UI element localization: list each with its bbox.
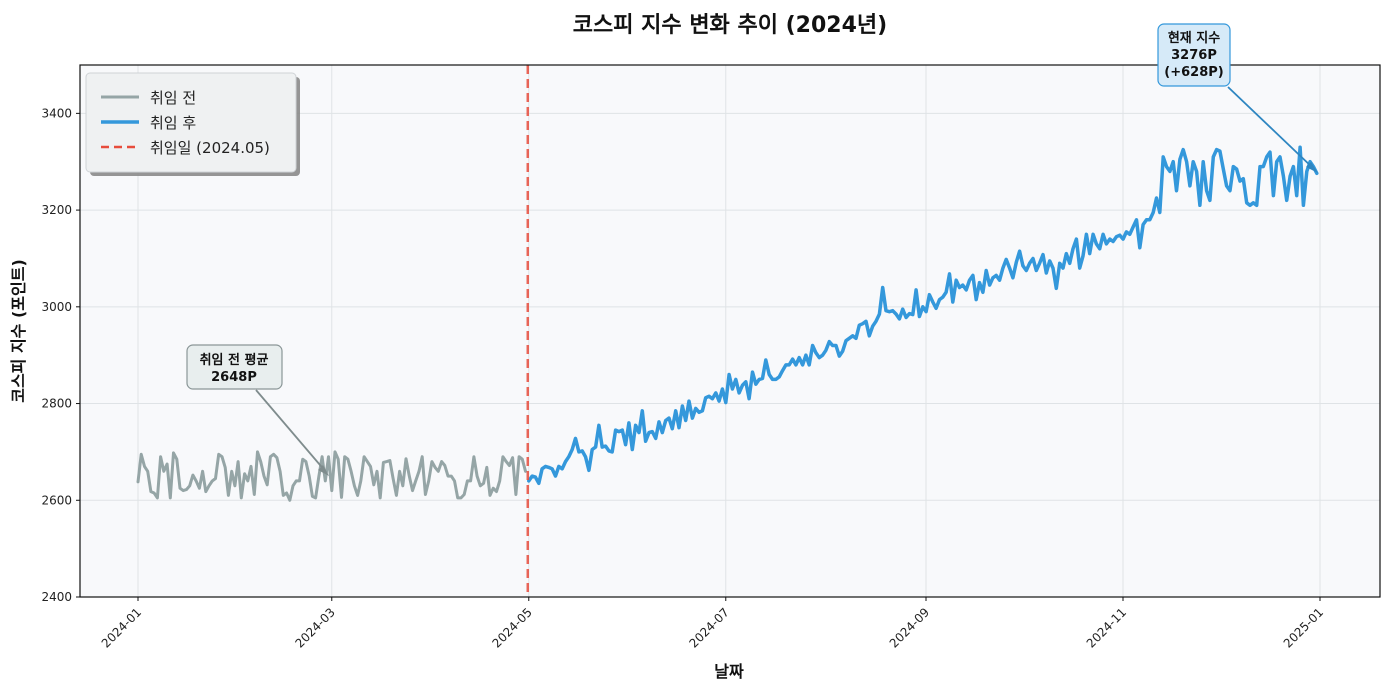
- x-axis-ticks: 2024-01 2024-03 2024-05 2024-07 2024-09 2024-…: [99, 597, 1326, 651]
- annotation-current-index: 현재 지수 3276P (+628P): [1157, 23, 1318, 173]
- x-axis-label: 날짜: [714, 662, 744, 681]
- annotation-box: [1157, 23, 1231, 87]
- y-tick-label: 2800: [41, 397, 72, 411]
- x-tick-label: 2025-01: [1281, 605, 1326, 650]
- arrow-icon: [1227, 86, 1315, 170]
- annotation-pre-average: 취임 전 평균 2648P: [186, 344, 329, 476]
- x-tick-label: 2024-03: [293, 605, 338, 650]
- y-tick-label: 3200: [41, 203, 72, 217]
- annotation-box: [186, 344, 283, 390]
- legend-label-post: 취임 후: [150, 114, 196, 132]
- annotation-title: 취임 전 평균: [200, 352, 269, 368]
- legend-label-vline: 취임일 (2024.05): [150, 139, 270, 157]
- series-line-post: [527, 145, 1319, 486]
- annotation-value: 3276P: [1171, 48, 1217, 63]
- y-axis-ticks: 2400 2600 2800 3000 3200 3400: [41, 106, 80, 604]
- y-tick-label: 2400: [41, 590, 72, 604]
- x-tick-label: 2024-09: [887, 605, 932, 650]
- arrowhead-icon: [1306, 162, 1318, 173]
- x-tick-label: 2024-01: [99, 605, 144, 650]
- legend: 취임 전 취임 후 취임일 (2024.05): [85, 72, 300, 176]
- x-tick-label: 2024-11: [1084, 605, 1129, 650]
- series-line-pre: [136, 450, 527, 502]
- annotation-change: (+628P): [1164, 65, 1223, 80]
- y-tick-label: 3400: [41, 106, 72, 120]
- chart-title: 코스피 지수 변화 추이 (2024년): [573, 13, 887, 38]
- annotation-value: 2648P: [211, 370, 257, 385]
- legend-label-pre: 취임 전: [150, 89, 196, 107]
- x-tick-label: 2024-05: [490, 605, 535, 650]
- arrow-icon: [255, 389, 327, 473]
- y-tick-label: 3000: [41, 300, 72, 314]
- x-tick-label: 2024-07: [687, 605, 732, 650]
- arrowhead-icon: [318, 465, 329, 476]
- annotation-title: 현재 지수: [1168, 30, 1220, 46]
- y-axis-label: 코스피 지수 (포인트): [9, 259, 28, 403]
- series-lines: [136, 145, 1319, 502]
- plot-frame: [79, 64, 1381, 598]
- y-tick-label: 2600: [41, 493, 72, 507]
